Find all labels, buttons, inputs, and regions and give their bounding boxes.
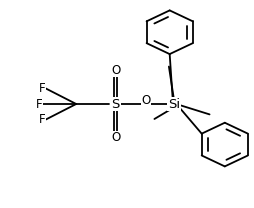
Text: O: O xyxy=(111,131,120,144)
Text: O: O xyxy=(111,64,120,77)
Text: F: F xyxy=(39,82,45,95)
Text: S: S xyxy=(112,98,120,110)
Text: O: O xyxy=(141,94,151,107)
Text: F: F xyxy=(36,98,43,110)
Text: F: F xyxy=(39,113,45,126)
Text: Si: Si xyxy=(168,98,180,110)
